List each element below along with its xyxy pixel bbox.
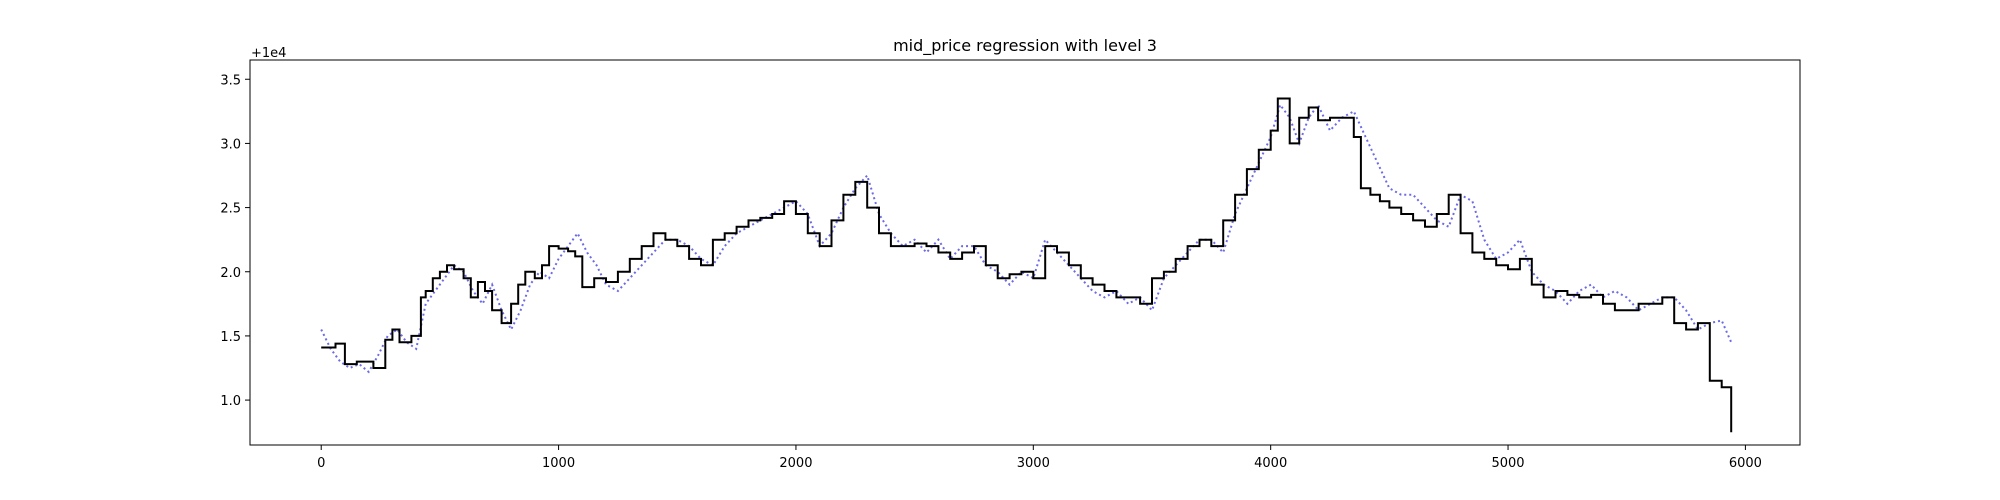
- x-tick-label: 0: [317, 456, 325, 471]
- y-tick-label: 2.0: [220, 266, 241, 281]
- y-tick-label: 1.5: [220, 330, 241, 345]
- series-line-predicted: [320, 102, 1733, 374]
- series-line-actual: [321, 97, 1733, 433]
- y-tick-label: 3.5: [220, 73, 241, 88]
- x-tick-label: 6000: [1729, 456, 1762, 471]
- y-tick-label: 3.0: [220, 137, 241, 152]
- y-tick-label: 2.5: [220, 202, 241, 217]
- chart-title: mid_price regression with level 3: [893, 36, 1157, 56]
- y-axis: 1.0 1.5 2.0 2.5 3.0 3.5: [220, 73, 250, 409]
- x-tick-label: 2000: [779, 456, 812, 471]
- x-tick-label: 1000: [542, 456, 575, 471]
- x-tick-label: 5000: [1491, 456, 1524, 471]
- y-offset-label: +1e4: [251, 46, 286, 61]
- y-tick-label: 1.0: [220, 394, 241, 409]
- plot-frame: [249, 59, 1801, 446]
- series-layer: [320, 97, 1733, 433]
- x-tick-label: 3000: [1017, 456, 1050, 471]
- x-axis: 0 1000 2000 3000 4000 5000 6000: [317, 445, 1762, 471]
- x-tick-label: 4000: [1254, 456, 1287, 471]
